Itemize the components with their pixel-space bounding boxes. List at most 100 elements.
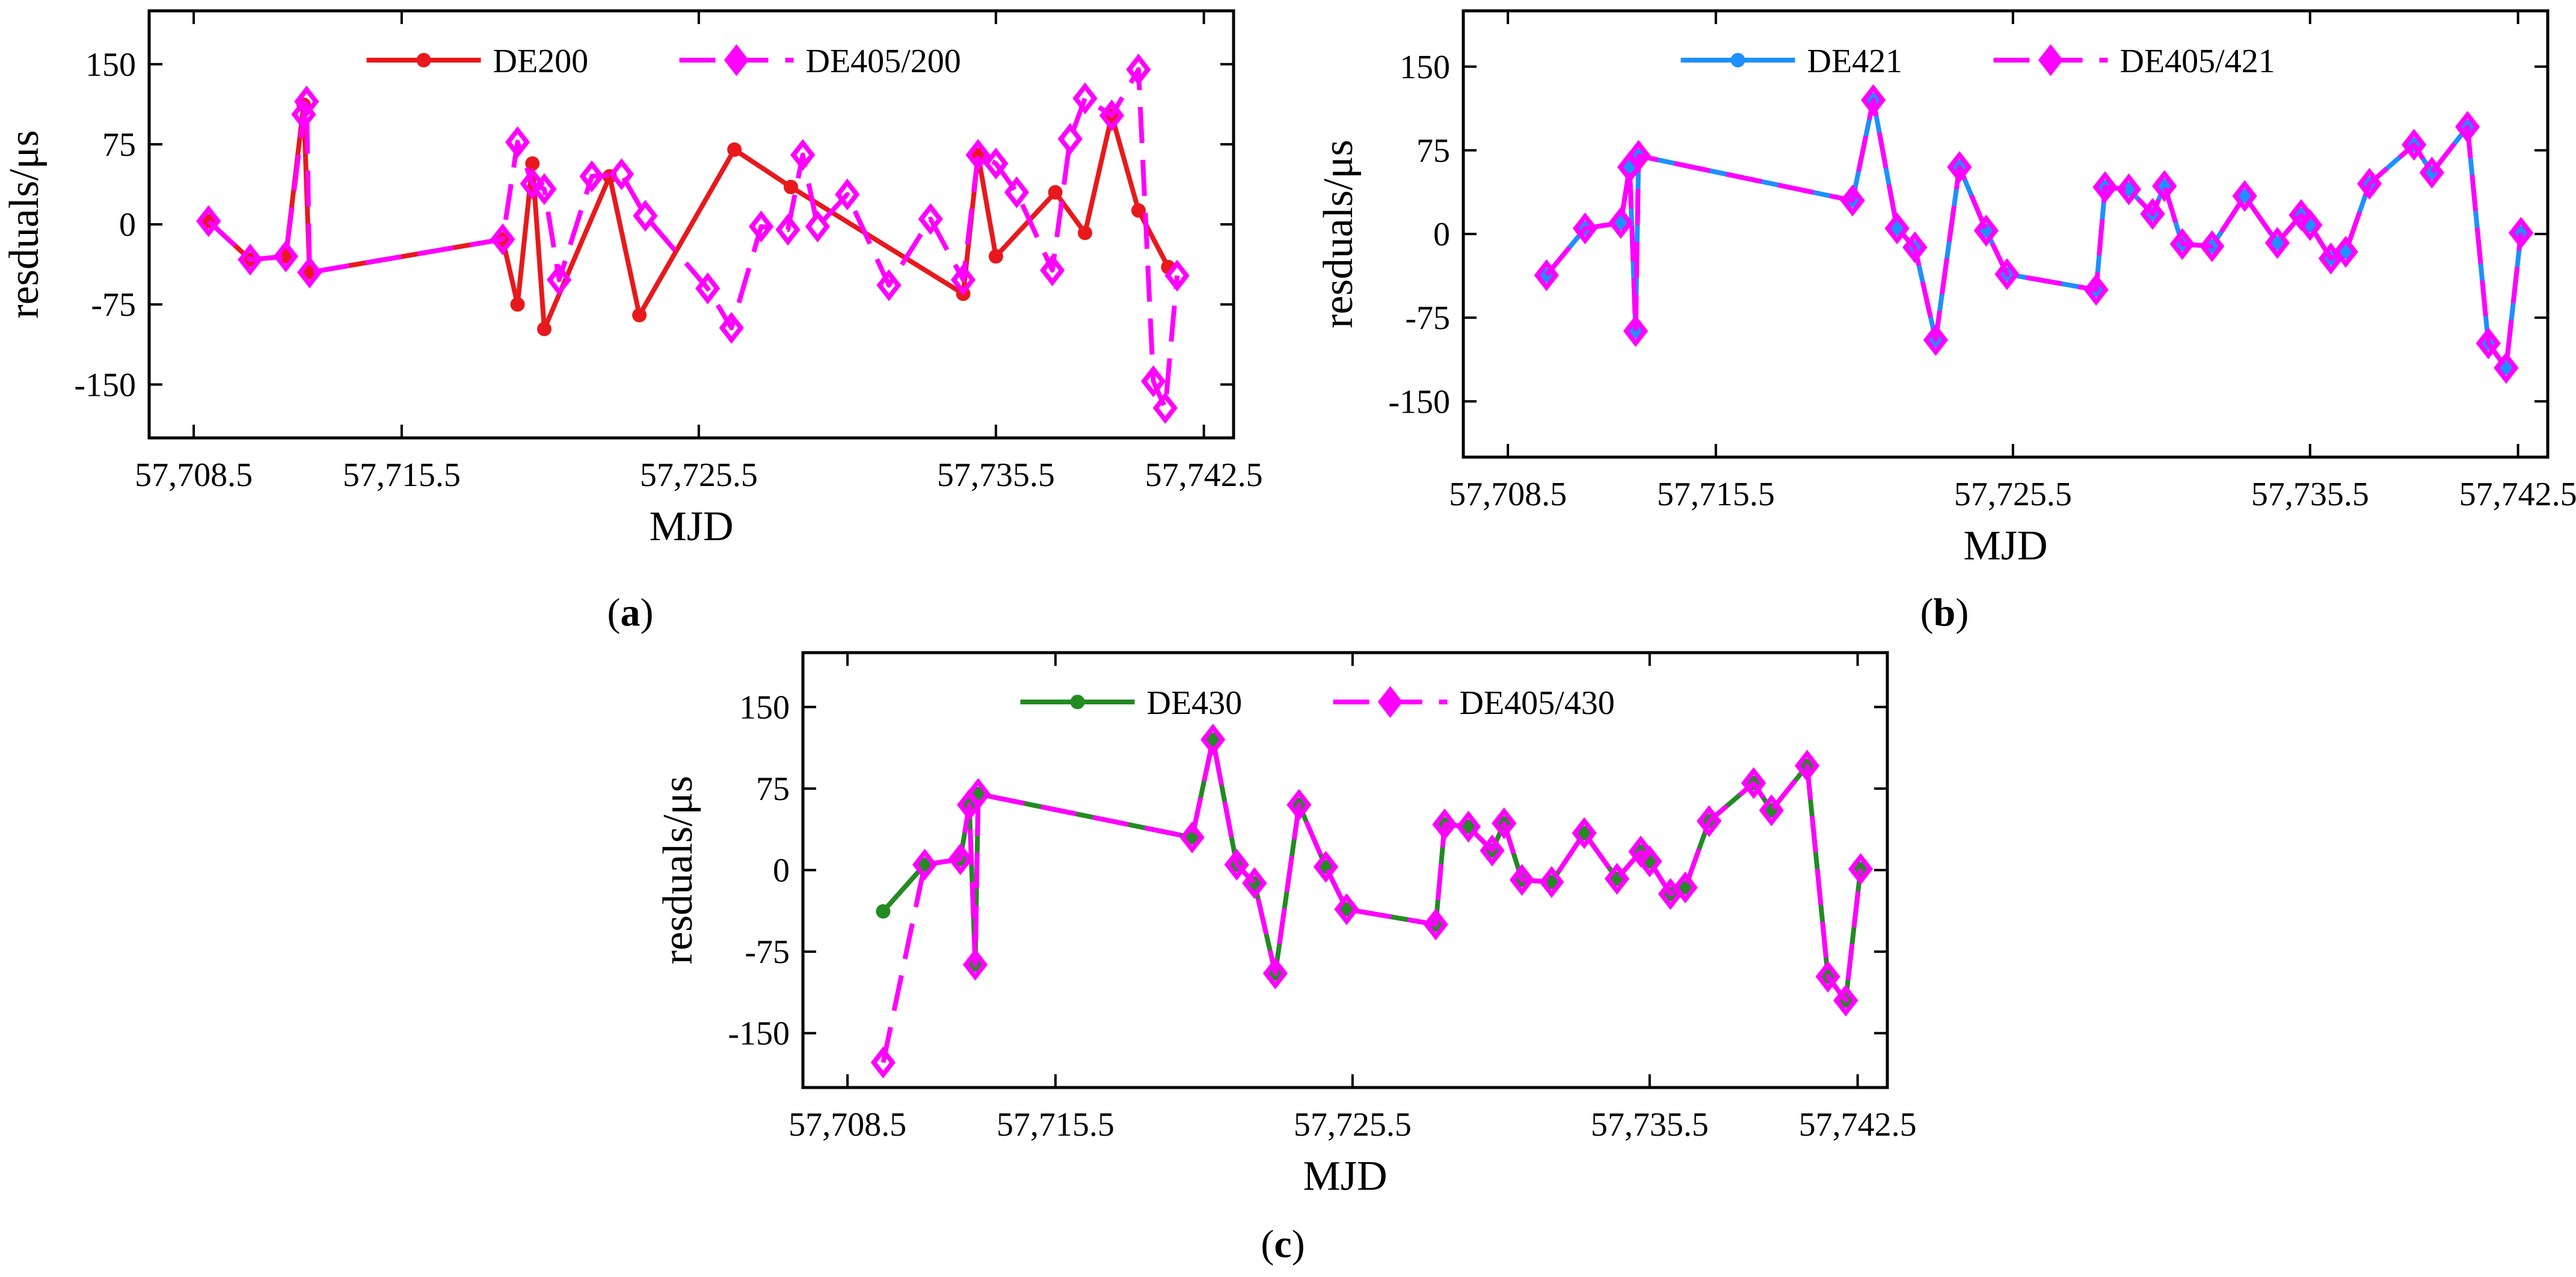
data-point xyxy=(2494,352,2519,384)
legend-entry: DE405/421 xyxy=(1993,43,2275,80)
panel-label-open-paren: ( xyxy=(607,591,621,635)
panel-label-open-paren: ( xyxy=(1920,591,1934,635)
legend-marker xyxy=(724,44,749,76)
data-point xyxy=(505,126,530,158)
panel-label-close-paren: ) xyxy=(1292,1222,1305,1266)
data-point xyxy=(1604,863,1630,895)
x-axis-label: MJD xyxy=(649,503,733,550)
panel-label-close-paren: ) xyxy=(1955,591,1969,635)
data-point xyxy=(2116,173,2142,206)
data-point xyxy=(2356,168,2382,200)
data-point xyxy=(2455,111,2480,143)
data-point xyxy=(1242,867,1267,899)
data-point xyxy=(695,272,721,305)
data-point xyxy=(965,139,991,171)
data-point xyxy=(835,178,860,211)
legend-marker xyxy=(2038,44,2064,76)
legend: DE430 DE405/430 xyxy=(1020,685,1615,722)
series-de405-421 xyxy=(1534,84,2534,384)
panel-label-letter: c xyxy=(1274,1222,1291,1266)
data-point xyxy=(2402,129,2427,161)
data-point xyxy=(1140,365,1166,398)
panel-label-close-paren: ) xyxy=(641,591,654,635)
data-point xyxy=(1126,54,1151,86)
x-tick-label: 57,735.5 xyxy=(1591,1106,1709,1143)
data-point xyxy=(1099,99,1125,132)
legend: DE200 DE405/200 xyxy=(366,43,961,80)
data-point xyxy=(632,307,647,322)
data-point xyxy=(2419,156,2445,189)
data-point xyxy=(2232,180,2257,212)
panel-label-open-paren: ( xyxy=(1261,1222,1274,1266)
data-point xyxy=(1696,805,1722,837)
data-point xyxy=(1673,871,1698,903)
data-point xyxy=(876,269,902,301)
legend: DE421 DE405/421 xyxy=(1680,43,2275,80)
data-point xyxy=(1794,749,1820,782)
x-tick-label: 57,725.5 xyxy=(1294,1106,1412,1143)
data-point xyxy=(1224,848,1249,881)
panel-label: (c) xyxy=(1261,1222,1305,1266)
panel-label-letter: b xyxy=(1934,591,1956,635)
data-point xyxy=(1078,226,1093,241)
panel-label-letter: a xyxy=(621,591,641,635)
data-point xyxy=(2199,230,2225,262)
series-line xyxy=(1545,97,2524,371)
panel-c: 57,708.5 57,715.5 57,725.5 57,735.5 57,742.5… xyxy=(655,651,1917,1266)
data-point xyxy=(1815,961,1840,993)
data-point xyxy=(1480,834,1505,867)
data-point xyxy=(2092,171,2118,203)
y-tick-label: -150 xyxy=(74,366,136,404)
data-point xyxy=(536,321,552,336)
data-point xyxy=(2140,198,2165,230)
data-point xyxy=(912,848,938,881)
data-point xyxy=(719,312,744,344)
series-line xyxy=(881,737,1863,1003)
legend-entry: DE405/430 xyxy=(1333,685,1615,722)
x-tick-label: 57,715.5 xyxy=(1657,476,1775,513)
data-point xyxy=(876,904,891,919)
data-point xyxy=(1741,767,1766,799)
data-point xyxy=(520,168,545,200)
data-point xyxy=(783,179,798,194)
x-axis-label: MJD xyxy=(1963,523,2047,569)
data-point xyxy=(1840,184,1865,217)
data-point xyxy=(983,147,1009,180)
x-tick-label: 57,742.5 xyxy=(2459,476,2576,513)
data-point xyxy=(1923,324,1949,356)
data-point xyxy=(532,173,557,205)
data-point xyxy=(1200,724,1226,756)
data-point xyxy=(1456,810,1481,843)
data-point xyxy=(1334,893,1359,926)
y-tick-label: 0 xyxy=(1433,216,1450,253)
data-point xyxy=(1759,794,1784,826)
data-point xyxy=(1861,84,1886,116)
data-point xyxy=(805,211,831,243)
data-point xyxy=(1902,231,1928,263)
data-point xyxy=(510,297,525,312)
data-point xyxy=(1131,203,1146,218)
series-line xyxy=(207,102,1170,331)
legend-label: DE430 xyxy=(1147,685,1243,722)
y-tick-label: 0 xyxy=(773,852,790,890)
data-point xyxy=(1057,123,1083,155)
data-point xyxy=(2333,236,2358,268)
y-tick-label: -75 xyxy=(91,286,136,324)
legend-marker xyxy=(1730,53,1745,67)
data-point xyxy=(1994,258,2020,291)
data-point xyxy=(918,203,943,235)
data-point xyxy=(1572,817,1597,849)
data-point xyxy=(297,256,322,289)
legend-entry: DE421 xyxy=(1680,43,1902,80)
data-point xyxy=(950,263,976,296)
data-point xyxy=(2476,327,2501,360)
data-point xyxy=(2152,170,2177,202)
y-tick-label: 75 xyxy=(1416,132,1450,170)
x-tick-label: 57,708.5 xyxy=(135,457,253,494)
data-point xyxy=(1004,176,1030,209)
legend-marker xyxy=(1377,686,1403,718)
data-point xyxy=(1313,851,1339,883)
data-point xyxy=(727,142,742,157)
y-axis-label: resduals/μs xyxy=(1,130,48,319)
